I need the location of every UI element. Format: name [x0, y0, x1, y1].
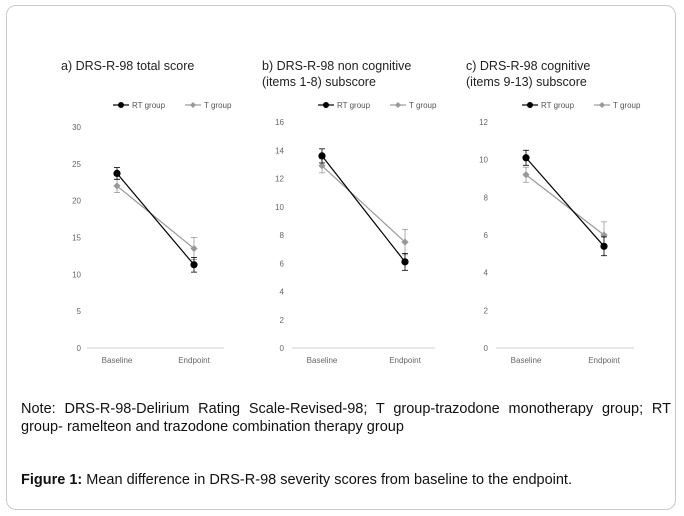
x-tick-label: Endpoint: [588, 356, 620, 365]
y-tick-label: 0: [280, 344, 285, 353]
series-line: [525, 174, 605, 236]
y-tick-label: 20: [72, 197, 81, 206]
legend-marker: [599, 102, 605, 108]
y-tick-label: 15: [72, 234, 81, 243]
figure-frame: a) DRS-R-98 total score 0 5 10 15 20 25 30 Base…: [6, 5, 676, 510]
y-tick-label: 10: [72, 270, 81, 279]
series-line: [525, 157, 605, 247]
data-point: [522, 171, 530, 179]
figure-note: Note: DRS-R-98-Delirium Rating Scale-Rev…: [21, 401, 671, 435]
legend-label: RT group: [337, 101, 371, 110]
data-point: [190, 244, 198, 253]
y-tick-label: 2: [280, 316, 285, 325]
data-point: [600, 242, 608, 250]
y-tick-label: 6: [484, 231, 489, 240]
legend-label: RT group: [541, 101, 575, 110]
y-tick-label: 4: [484, 269, 489, 278]
y-tick-label: 16: [275, 118, 284, 127]
caption-label: Figure 1:: [21, 472, 83, 488]
y-tick-label: 2: [484, 306, 489, 315]
legend-marker: [190, 102, 196, 108]
y-tick-label: 5: [77, 307, 82, 316]
series-line: [321, 165, 406, 243]
figure-caption: Figure 1: Mean difference in DRS-R-98 se…: [21, 471, 671, 489]
legend-marker: [118, 102, 124, 108]
legend-label: T group: [613, 101, 641, 110]
chart-panel-c: c) DRS-R-98 cognitive (items 9-13) subsc…: [466, 6, 666, 386]
series-line: [321, 155, 406, 263]
x-tick-label: Endpoint: [389, 356, 421, 365]
data-point: [318, 162, 326, 170]
chart-title: c) DRS-R-98 cognitive (items 9-13) subsc…: [466, 59, 591, 89]
y-tick-label: 30: [72, 123, 81, 132]
y-tick-label: 10: [275, 203, 284, 212]
y-tick-label: 4: [280, 288, 285, 297]
x-tick-label: Baseline: [102, 356, 133, 365]
chart-panel-a: a) DRS-R-98 total score 0 5 10 15 20 25 30 Base…: [61, 6, 261, 386]
y-tick-label: 0: [77, 344, 82, 353]
y-tick-label: 0: [484, 344, 489, 353]
y-tick-label: 14: [275, 146, 284, 155]
chart-title: b) DRS-R-98 non cognitive (items 1-8) su…: [262, 59, 412, 89]
data-point: [522, 154, 530, 162]
data-point: [113, 169, 121, 178]
y-tick-label: 25: [72, 160, 81, 169]
chart-svg-a: 0 5 10 15 20 25 30 Baseline Endpoint RT group T gr…: [72, 101, 232, 365]
caption-text: Mean difference in DRS-R-98 severity sco…: [82, 472, 572, 488]
series-line: [116, 173, 195, 266]
data-point: [318, 152, 326, 160]
chart-title: a) DRS-R-98 total score: [61, 59, 195, 73]
x-tick-label: Baseline: [511, 356, 542, 365]
chart-svg-c: 0 2 4 6 8 10 12 Baseline Endpoint RT group T group: [479, 101, 641, 365]
y-tick-label: 8: [280, 231, 285, 240]
legend-marker: [527, 102, 533, 108]
x-tick-label: Baseline: [307, 356, 338, 365]
data-point: [401, 258, 409, 266]
y-tick-label: 12: [275, 175, 284, 184]
legend-label: RT group: [132, 101, 166, 110]
legend-marker: [323, 102, 329, 108]
x-tick-label: Endpoint: [178, 356, 210, 365]
legend-label: T group: [409, 101, 437, 110]
data-point: [401, 238, 409, 246]
y-tick-label: 12: [479, 118, 488, 127]
chart-panel-b: b) DRS-R-98 non cognitive (items 1-8) su…: [262, 6, 462, 386]
data-point: [190, 261, 198, 269]
y-tick-label: 8: [484, 193, 489, 202]
y-tick-label: 6: [280, 259, 285, 268]
y-tick-label: 10: [479, 156, 488, 165]
legend-label: T group: [204, 101, 232, 110]
legend-marker: [395, 102, 401, 108]
series-line: [116, 185, 195, 250]
chart-svg-b: 0 2 4 6 8 10 12 14 16 Baseline Endpoint RT group T g…: [275, 101, 437, 365]
